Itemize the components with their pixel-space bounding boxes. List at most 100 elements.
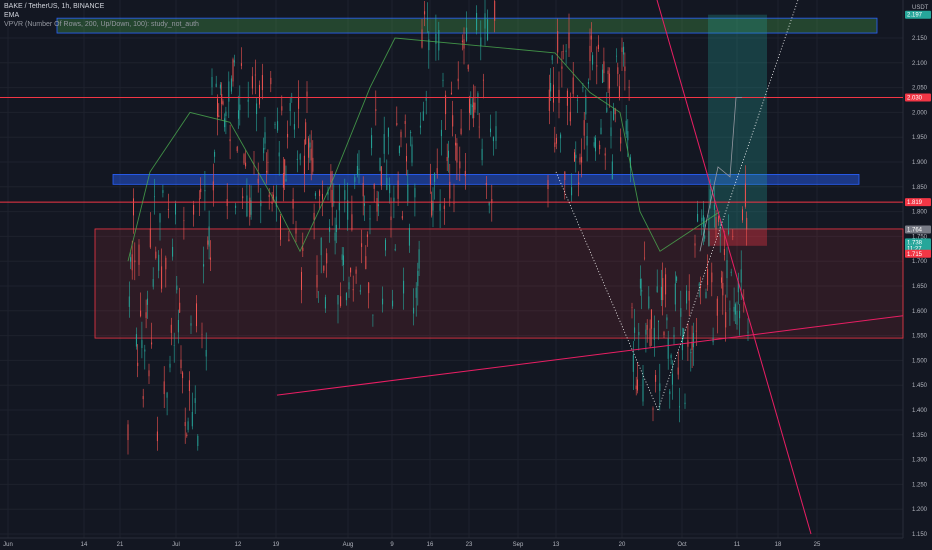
candle-body	[659, 383, 661, 391]
candle-body	[566, 90, 568, 106]
candle-body	[382, 298, 384, 305]
candle-body	[301, 271, 302, 291]
candle-body	[732, 236, 734, 238]
candle-body	[627, 131, 629, 141]
candle-body	[218, 115, 220, 117]
candle-body	[317, 291, 319, 293]
candle-body	[702, 215, 704, 227]
symbol-title[interactable]: BAKE / TetherUS, 1h, BINANCE	[4, 3, 105, 10]
candle-body	[331, 189, 333, 208]
candle-body	[721, 277, 722, 283]
y-tick-label: 1.200	[912, 507, 928, 513]
candle-body	[284, 159, 286, 176]
candle-body	[674, 283, 676, 305]
candle-body	[456, 143, 458, 163]
candle-body	[214, 151, 216, 157]
candle-body	[673, 334, 675, 338]
price-badge-label: 2.197	[907, 13, 923, 19]
candle-body	[736, 310, 738, 325]
candle-body	[425, 97, 427, 101]
candle-body	[305, 122, 307, 145]
candle-body	[215, 83, 217, 87]
candle-body	[316, 274, 318, 288]
candle-body	[652, 408, 654, 410]
candle-body	[467, 64, 469, 70]
candle-body	[404, 121, 406, 124]
candle-body	[243, 154, 245, 164]
candle-body	[320, 237, 322, 256]
time-axis[interactable]: Jun 14 21 Jul 12 19 Aug 9 16 23 Sep 13 20 Oct 11 18 25	[3, 542, 821, 548]
y-tick-label: 1.350	[912, 433, 928, 439]
candle-body	[137, 362, 139, 367]
candle-body	[146, 298, 148, 305]
candle-body	[233, 60, 235, 63]
candle-body	[288, 239, 290, 242]
candle-body	[460, 128, 462, 134]
candle-body	[208, 226, 210, 247]
candle-body	[429, 174, 431, 185]
candle-body	[312, 157, 314, 172]
candle-body	[337, 295, 339, 305]
candle-body	[131, 254, 133, 271]
candle-body	[261, 75, 263, 91]
candle-body	[618, 86, 620, 98]
candle-body	[440, 129, 442, 137]
candle-body	[249, 197, 251, 218]
y-tick-label: 1.950	[912, 135, 928, 141]
candle-body	[645, 329, 647, 335]
candle-body	[442, 79, 444, 81]
candle-body	[142, 396, 144, 400]
candle-body	[375, 109, 377, 111]
candle-body	[491, 198, 493, 204]
candle-body	[379, 157, 381, 171]
candle-body	[173, 345, 175, 346]
price-axis[interactable]: 2.150 2.100 2.050 2.000 1.950 1.900 1.850 1.800…	[905, 5, 931, 538]
candle-body	[383, 134, 385, 154]
drawing-lines	[0, 0, 904, 535]
candle-body	[414, 187, 416, 198]
candle-body	[259, 85, 260, 105]
ema-indicator-label[interactable]: EMA	[4, 12, 20, 19]
candle-body	[568, 32, 570, 49]
candle-body	[282, 173, 284, 188]
vpvr-indicator-label[interactable]: VPVR (Number Of Rows, 200, Up/Down, 100)…	[4, 21, 199, 28]
candle-body	[368, 282, 370, 294]
x-tick-label: 11	[734, 542, 741, 548]
candle-body	[728, 230, 730, 235]
candle-body	[694, 243, 696, 246]
candle-body	[438, 30, 440, 51]
candle-body	[463, 39, 465, 49]
long-position-stop	[708, 229, 767, 246]
candle-body	[691, 341, 693, 350]
candle-body	[411, 144, 413, 163]
candle-body	[295, 228, 297, 234]
candle-body	[352, 289, 354, 291]
candle-body	[469, 98, 470, 114]
candle-body	[408, 228, 410, 246]
supply-demand-zone	[94, 228, 904, 339]
candle-body	[239, 104, 241, 111]
candle-body	[401, 216, 403, 219]
candle-body	[606, 107, 608, 112]
candle-body	[477, 93, 479, 98]
candle-body	[742, 209, 743, 221]
candle-body	[700, 286, 701, 288]
candle-body	[310, 148, 312, 161]
candle-body	[207, 240, 209, 245]
x-tick-label: Sep	[513, 542, 524, 548]
candle-body	[330, 171, 332, 183]
candle-body	[145, 312, 147, 318]
candlestick-series	[127, 0, 749, 455]
candle-body	[308, 138, 310, 158]
candle-body	[334, 232, 336, 241]
candle-body	[169, 363, 171, 368]
candle-body	[604, 153, 606, 156]
candle-body	[631, 307, 633, 308]
x-tick-label: 23	[466, 542, 473, 548]
candle-body	[235, 205, 237, 208]
candle-body	[204, 190, 206, 192]
candle-body	[277, 121, 279, 131]
candle-body	[162, 190, 164, 193]
currency-label: USDT	[912, 5, 929, 11]
